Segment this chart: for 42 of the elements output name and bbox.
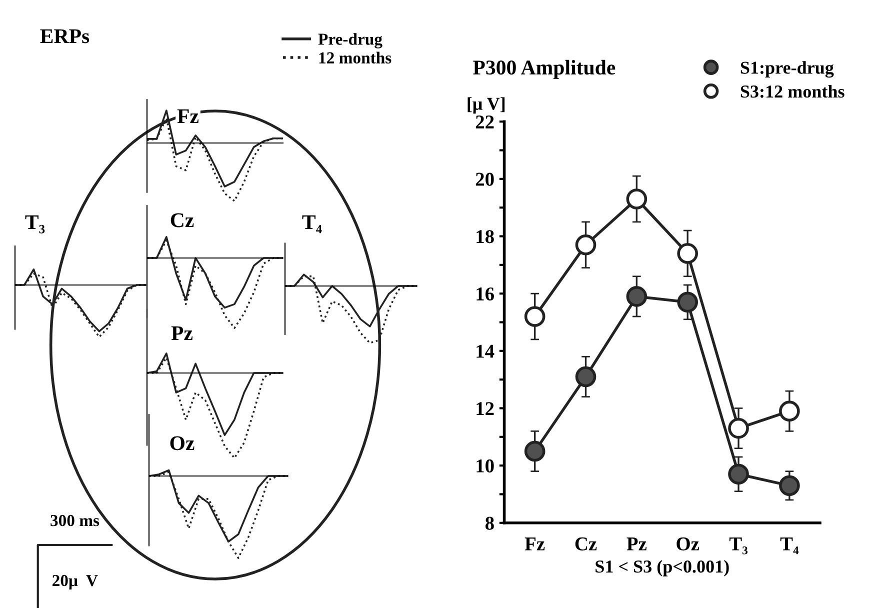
point	[575, 234, 596, 256]
y-tick-label: 18	[476, 230, 494, 244]
y-tick-label: 8	[485, 516, 494, 530]
chart-title: Fz	[177, 109, 199, 124]
chart-title: Pz	[171, 326, 193, 340]
x-tick-label: T₄	[780, 538, 799, 554]
legend-label: S3:12 months	[740, 84, 844, 98]
y-tick-label: 16	[476, 287, 494, 301]
legend-label: S1:pre-drug	[740, 61, 834, 78]
x-tick-label: Fz	[524, 538, 545, 550]
y-tick-label: 12	[476, 402, 494, 415]
point	[524, 440, 546, 462]
y-tick-label: 20	[476, 172, 494, 186]
chart-title: Cz	[170, 213, 194, 228]
point	[524, 306, 546, 327]
y-tick-label: 14	[476, 344, 494, 358]
x-axis-title: S1 < S3 (p<0.001)	[596, 560, 729, 576]
y-tick-label: 10	[476, 459, 494, 472]
point	[626, 286, 648, 307]
point	[728, 464, 749, 485]
text: ERPs	[40, 29, 90, 44]
x-tick-label: Pz	[626, 538, 646, 550]
point	[779, 475, 800, 496]
point	[728, 418, 749, 439]
point	[677, 292, 698, 313]
x-tick-label: Cz	[575, 537, 597, 550]
x-tick-label: Oz	[676, 537, 700, 550]
point	[677, 243, 698, 264]
point	[626, 188, 648, 210]
chart-title: Oz	[170, 436, 194, 450]
text: 20μ V	[52, 574, 98, 590]
chart-title: T₄	[302, 215, 322, 234]
y-tick-label: 22	[476, 115, 494, 128]
point	[779, 400, 800, 422]
text: 300 ms	[50, 514, 100, 526]
chart-title: P300 Amplitude	[473, 60, 616, 79]
chart-title: T₃	[25, 215, 45, 234]
legend-label: 12 months	[319, 52, 392, 64]
point	[575, 366, 596, 388]
legend-label: Pre-drug	[318, 33, 382, 48]
x-tick-label: T₃	[729, 538, 748, 554]
y-axis-title: [μ V]	[468, 97, 505, 114]
